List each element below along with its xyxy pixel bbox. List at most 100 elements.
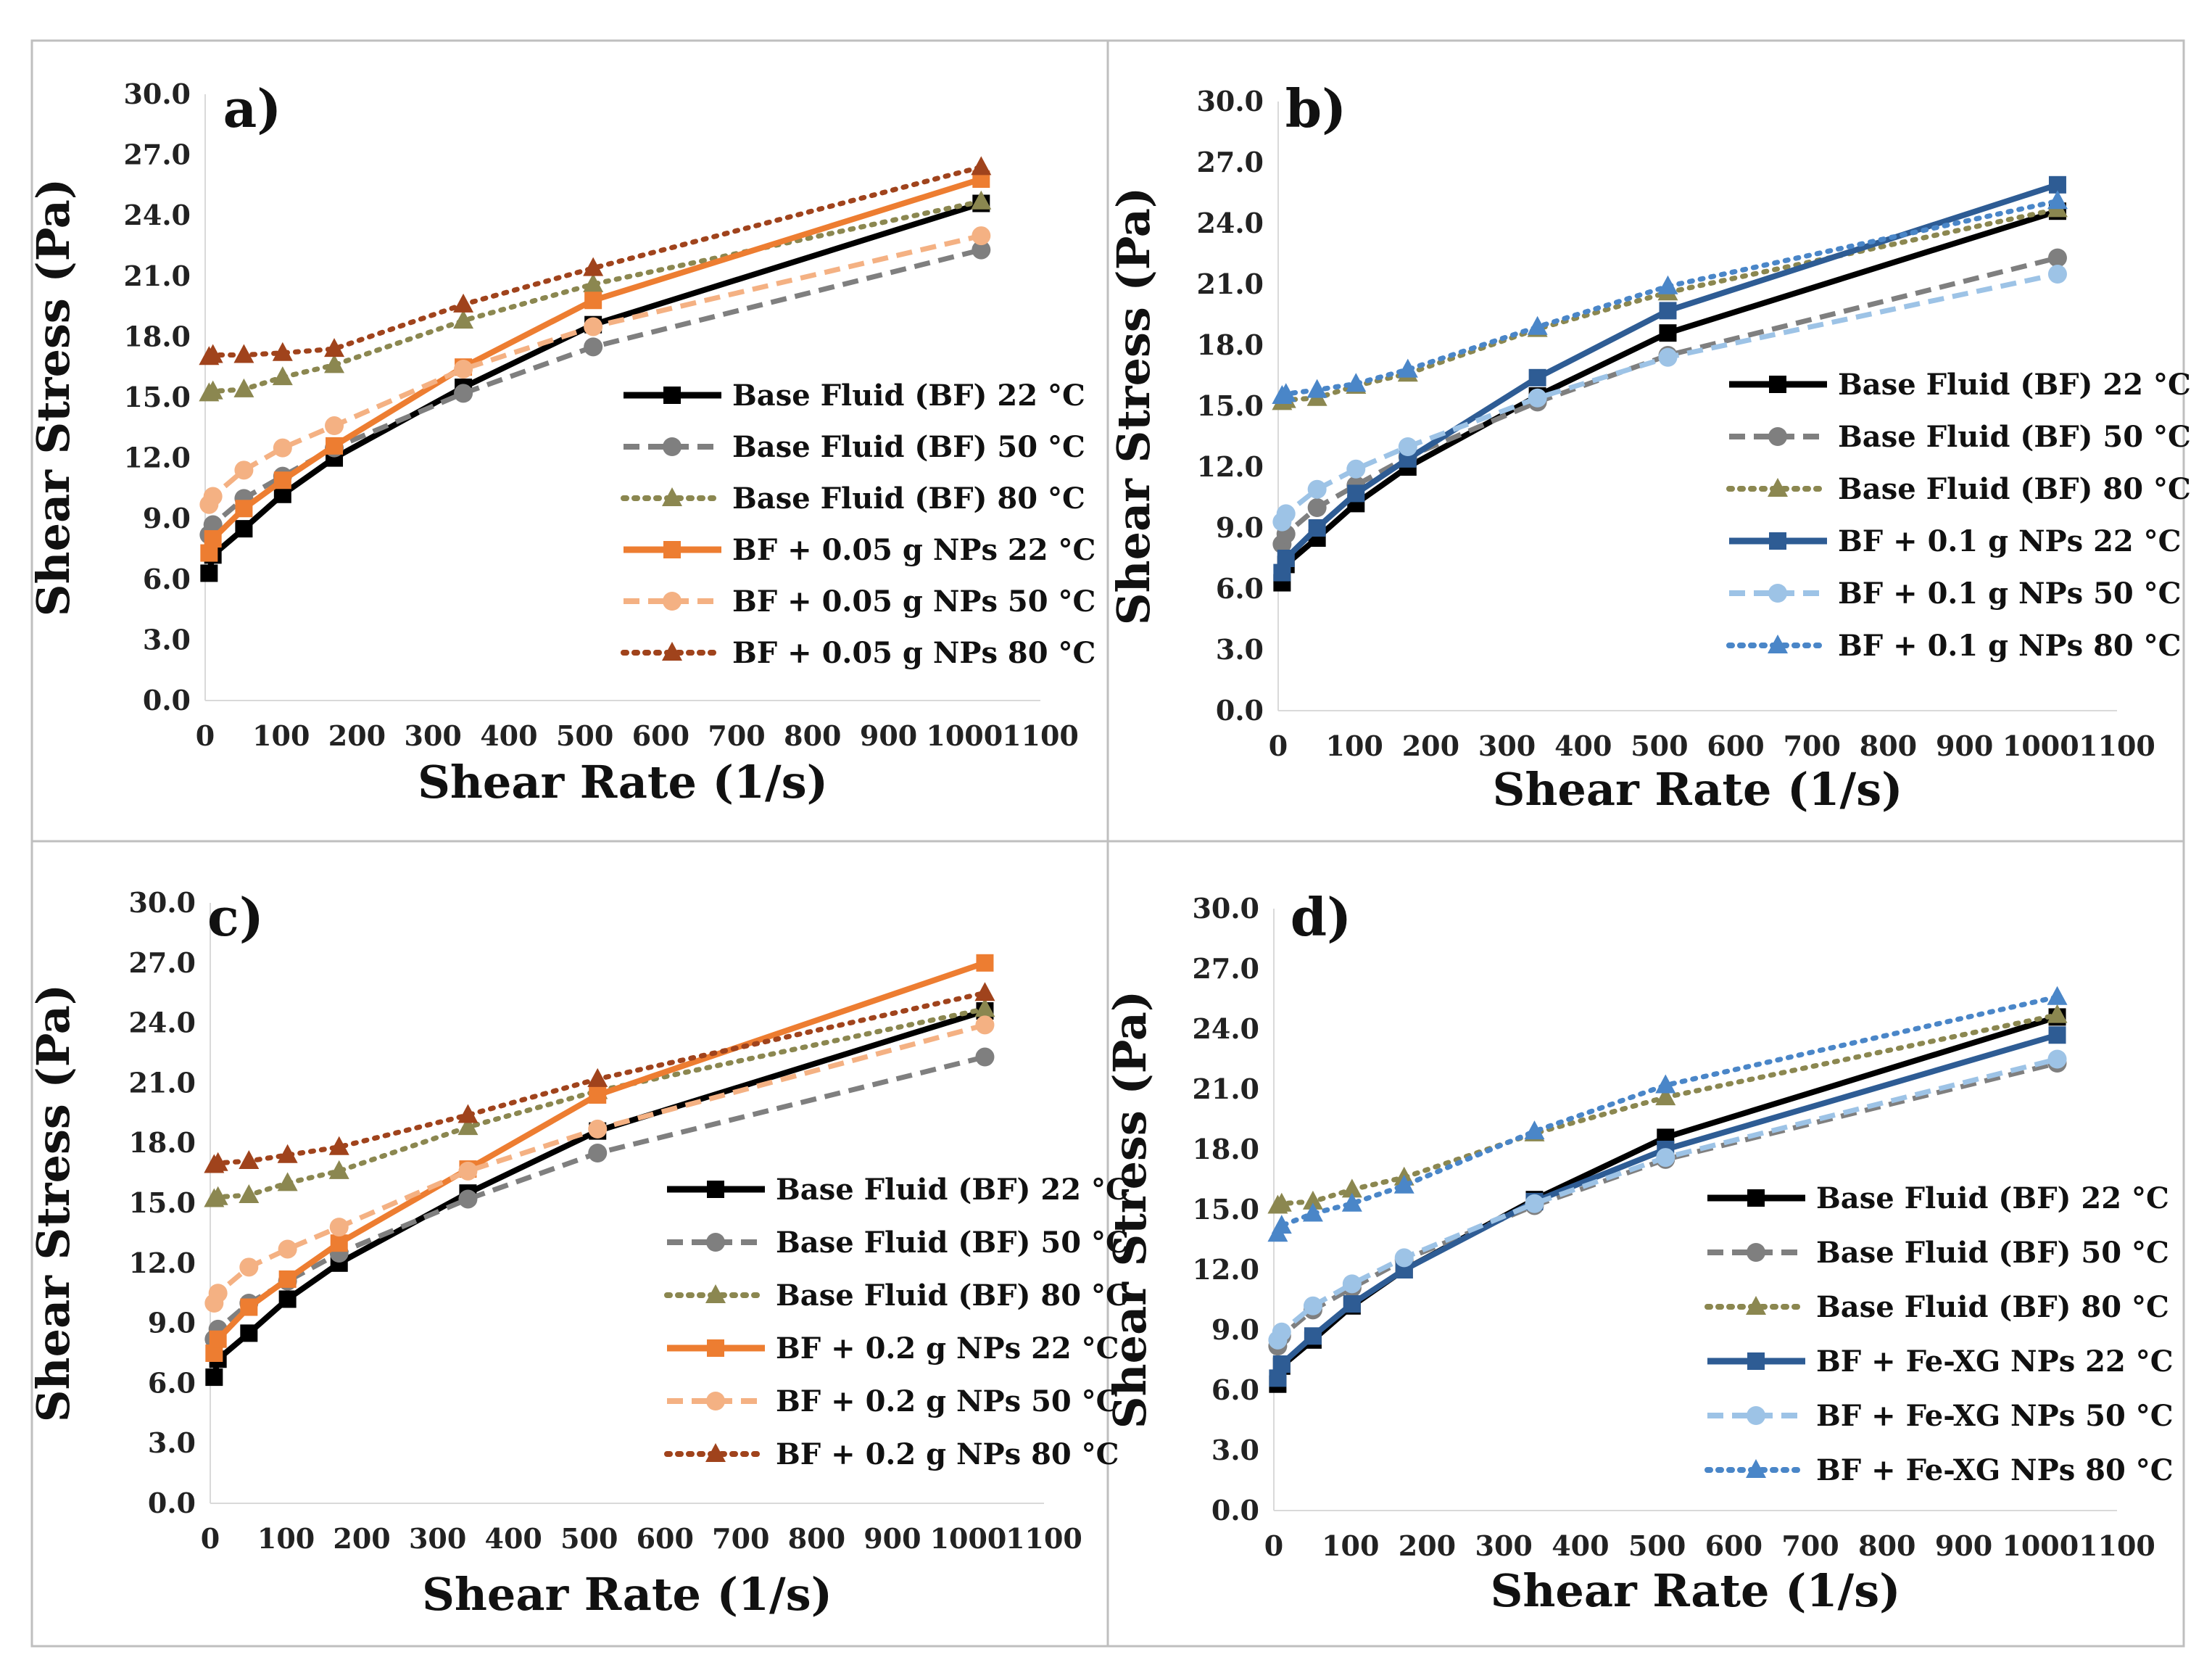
legend-item: Base Fluid (BF) 22 °C (667, 1173, 1129, 1207)
data-point (453, 293, 474, 313)
series-6 (204, 982, 995, 1173)
data-point (1655, 1074, 1676, 1094)
data-point (324, 354, 345, 373)
data-point (588, 1144, 608, 1162)
legend-swatch-marker (706, 1392, 725, 1410)
x-tick-label: 100 (1322, 1529, 1379, 1562)
legend-item: Base Fluid (BF) 22 °C (1729, 368, 2191, 402)
x-axis-title: Shear Rate (1/s) (1491, 1564, 1901, 1617)
x-tick-label: 200 (1402, 730, 1459, 762)
data-point (239, 1150, 260, 1170)
data-point (454, 384, 473, 403)
series-5 (204, 1015, 995, 1313)
data-point (458, 1161, 478, 1181)
data-point (326, 437, 344, 455)
legend-item: BF + 0.2 g NPs 22 °C (667, 1331, 1119, 1366)
data-point (1528, 388, 1547, 408)
legend-swatch-marker (1768, 584, 1787, 603)
legend-item: BF + 0.1 g NPs 80 °C (1726, 629, 2182, 663)
legend-label: Base Fluid (BF) 50 °C (732, 430, 1085, 464)
data-point (975, 1015, 995, 1035)
x-tick-label: 300 (1478, 730, 1536, 762)
data-point (1277, 550, 1295, 567)
y-axis-title: Shear Stress (Pa) (27, 984, 80, 1422)
y-tick-label: 27.0 (123, 139, 191, 171)
legend-swatch-marker (663, 437, 682, 456)
data-point (240, 1298, 258, 1316)
legend-item: BF + 0.2 g NPs 80 °C (664, 1437, 1119, 1471)
data-point (974, 998, 995, 1017)
chart-panel-2: 0.0 3.0 6.0 9.0 12.0 15.0 18.0 21.0 24.0 27.0 30.0… (1107, 78, 2191, 816)
data-point (1343, 1295, 1361, 1313)
x-tick-label: 400 (1552, 1529, 1609, 1562)
x-tick-label: 800 (1858, 1529, 1915, 1562)
data-point (2047, 248, 2067, 268)
legend: Base Fluid (BF) 22 °C Base Fluid (BF) 50 … (621, 379, 1095, 670)
y-tick-label: 12.0 (123, 442, 191, 474)
data-point (1398, 437, 1417, 456)
y-tick-label: 6.0 (148, 1366, 196, 1399)
x-tick-label: 1100 (1002, 719, 1079, 752)
data-point (2047, 986, 2068, 1005)
x-tick-label: 0 (201, 1522, 220, 1555)
y-tick-label: 6.0 (1216, 572, 1264, 605)
legend-label: Base Fluid (BF) 80 °C (1838, 472, 2191, 506)
y-axis-title: Shear Stress (Pa) (1107, 187, 1160, 625)
legend-swatch-marker (706, 1233, 725, 1252)
legend-swatch-marker (1768, 635, 1788, 653)
y-tick-label: 18.0 (1196, 329, 1264, 361)
y-tick-label: 0.0 (1216, 694, 1264, 727)
chart-panel-3: 0.0 3.0 6.0 9.0 12.0 15.0 18.0 21.0 24.0 27.0 30.0… (27, 886, 1129, 1621)
legend-swatch-marker (1768, 478, 1788, 497)
y-tick-label: 3.0 (1216, 633, 1264, 666)
data-point (200, 564, 218, 582)
x-tick-label: 400 (1554, 730, 1612, 762)
legend-label: Base Fluid (BF) 80 °C (1816, 1290, 2169, 1324)
data-point (278, 1290, 297, 1308)
data-point (1342, 1274, 1362, 1294)
data-point (202, 344, 223, 363)
data-point (328, 1160, 349, 1179)
data-point (1307, 498, 1327, 517)
y-tick-label: 30.0 (123, 78, 191, 110)
x-axis-title: Shear Rate (1/s) (1493, 763, 1903, 816)
legend-label: Base Fluid (BF) 22 °C (1838, 368, 2191, 402)
legend-item: BF + 0.2 g NPs 50 °C (667, 1384, 1119, 1418)
data-point (1276, 504, 1296, 524)
y-tick-label: 0.0 (148, 1487, 196, 1519)
legend-swatch-marker (707, 1339, 724, 1357)
legend-label: BF + 0.1 g NPs 50 °C (1838, 577, 2182, 611)
data-point (1303, 1296, 1322, 1315)
data-point (1528, 368, 1546, 387)
y-tick-label: 15.0 (1196, 389, 1264, 422)
legend-label: BF + 0.1 g NPs 80 °C (1838, 629, 2182, 663)
series-line (1280, 255, 2058, 545)
y-tick-label: 15.0 (123, 381, 191, 413)
data-point (324, 338, 345, 358)
legend-item: Base Fluid (BF) 80 °C (1726, 472, 2191, 506)
data-point (971, 190, 992, 210)
x-tick-label: 200 (333, 1522, 390, 1555)
x-tick-label: 200 (328, 719, 386, 752)
data-point (1394, 1248, 1414, 1268)
data-point (209, 1330, 227, 1348)
x-tick-label: 500 (556, 719, 613, 752)
panel-label: c) (207, 886, 264, 948)
y-tick-label: 9.0 (148, 1307, 196, 1339)
legend-label: BF + 0.05 g NPs 50 °C (732, 584, 1095, 619)
legend-label: Base Fluid (BF) 50 °C (1838, 420, 2191, 454)
x-tick-label: 600 (1707, 730, 1764, 762)
x-tick-label: 700 (1781, 1529, 1839, 1562)
y-tick-label: 27.0 (128, 946, 196, 979)
y-tick-label: 12.0 (1196, 450, 1264, 483)
data-point (202, 380, 223, 400)
data-point (328, 1136, 349, 1155)
legend-label: Base Fluid (BF) 80 °C (732, 482, 1085, 516)
y-axis-title: Shear Stress (Pa) (1103, 991, 1156, 1429)
x-tick-label: 900 (1936, 730, 1993, 762)
legend-label: BF + 0.2 g NPs 22 °C (776, 1331, 1119, 1366)
x-tick-label: 400 (480, 719, 537, 752)
x-tick-label: 300 (1475, 1529, 1533, 1562)
data-point (277, 1172, 298, 1191)
legend-item: Base Fluid (BF) 22 °C (624, 379, 1085, 413)
